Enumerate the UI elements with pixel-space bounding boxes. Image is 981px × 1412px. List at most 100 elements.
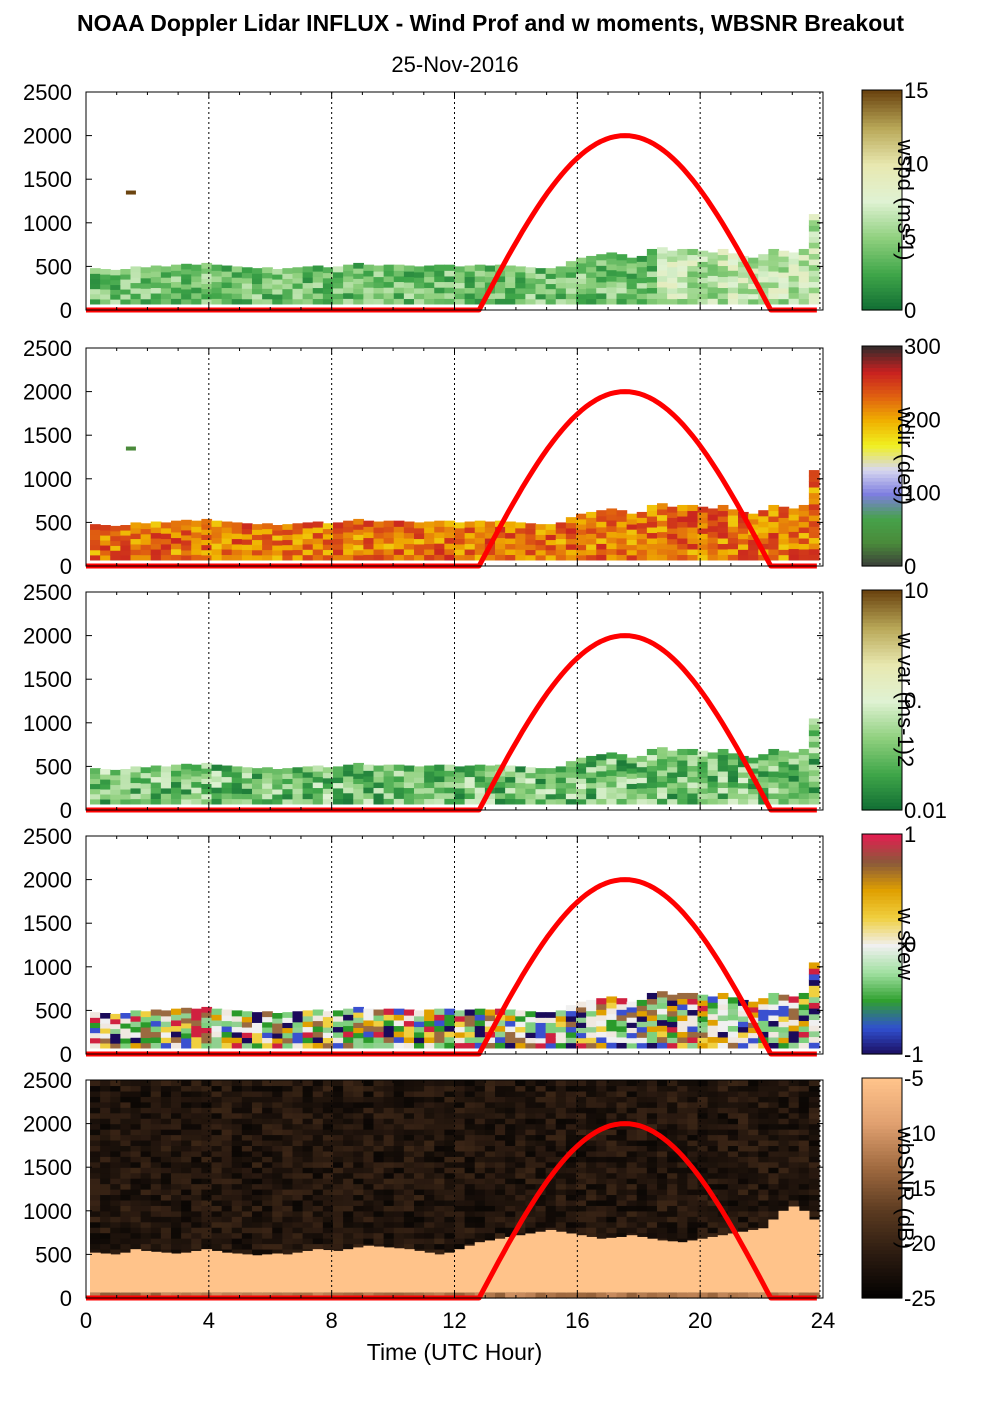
data-cell [211, 298, 223, 305]
data-cell [272, 273, 283, 280]
data-cell [383, 1019, 395, 1027]
colorbar-frame [861, 833, 903, 1055]
snr-cell [363, 1080, 375, 1087]
data-cell [565, 771, 577, 778]
data-cell [778, 533, 790, 540]
snr-cell [383, 1232, 395, 1239]
data-cell [707, 769, 719, 776]
data-cell [191, 787, 202, 794]
data-cell [808, 270, 820, 277]
data-cell [201, 278, 213, 285]
snr-cell [211, 1199, 223, 1206]
data-cell [727, 281, 739, 288]
snr-cell [576, 1090, 587, 1097]
snr-cell [343, 1112, 354, 1119]
data-cell [788, 542, 800, 550]
snr-cell [403, 1161, 415, 1168]
data-cell [727, 1036, 739, 1043]
snr-cell [484, 1107, 496, 1114]
snr-cell [110, 1107, 121, 1114]
data-cell [646, 526, 658, 534]
snr-cell [353, 1090, 364, 1097]
data-cell [90, 773, 101, 779]
data-cell [474, 287, 486, 294]
data-cell [525, 788, 537, 795]
data-cell [282, 783, 294, 790]
snr-cell [282, 1167, 294, 1174]
data-cell [626, 773, 638, 779]
data-cell [667, 1021, 678, 1028]
snr-cell [221, 1134, 233, 1141]
data-cell [241, 293, 253, 300]
data-cell [596, 998, 607, 1005]
data-cell [353, 1022, 364, 1029]
data-cell [808, 775, 820, 782]
snr-cell [393, 1090, 405, 1097]
y-tick-label: 2000 [23, 868, 72, 893]
data-cell [596, 759, 607, 766]
data-cell [444, 1031, 456, 1038]
snr-cell [272, 1134, 283, 1141]
data-cell [778, 261, 790, 268]
data-cell [687, 548, 699, 556]
data-cell [576, 523, 587, 530]
snr-cell [565, 1205, 577, 1212]
snr-cell [576, 1118, 587, 1125]
snr-cell [454, 1216, 466, 1223]
data-cell [211, 270, 223, 277]
data-cell [191, 1008, 202, 1015]
snr-cell [150, 1150, 162, 1157]
snr-cell [343, 1080, 354, 1087]
data-cell [687, 537, 699, 545]
snr-cell [221, 1085, 233, 1092]
snr-cell [130, 1156, 142, 1163]
data-cell [464, 532, 476, 539]
data-cell [758, 776, 769, 783]
data-cell [717, 515, 729, 523]
data-cell [252, 768, 263, 774]
snr-cell [414, 1101, 425, 1108]
data-cell [646, 1036, 658, 1044]
data-cell [252, 534, 263, 541]
data-cell [748, 518, 759, 525]
snr-cell [130, 1123, 142, 1130]
snr-cell [140, 1232, 152, 1239]
data-cell [738, 766, 749, 773]
data-cell [140, 1026, 152, 1033]
snr-cell [160, 1232, 172, 1239]
snr-cell [515, 1145, 526, 1152]
sun-elevation-curve [86, 133, 817, 313]
data-cell [515, 277, 526, 284]
snr-cell [474, 1134, 486, 1141]
data-cell [171, 531, 182, 539]
snr-cell [241, 1156, 253, 1163]
data-cell [241, 528, 253, 535]
data-cell [657, 1030, 668, 1038]
snr-cell [363, 1107, 375, 1114]
data-cell [120, 1017, 132, 1024]
snr-cell [403, 1232, 415, 1239]
snr-cell [312, 1090, 324, 1097]
data-cell [363, 264, 375, 271]
data-cell [363, 554, 375, 561]
snr-cell [252, 1210, 263, 1217]
data-cell [707, 537, 719, 544]
data-cell [545, 1032, 557, 1039]
data-cell [312, 798, 324, 805]
data-cell [231, 777, 243, 784]
colorbar-swatch [862, 870, 902, 875]
data-cell [130, 287, 142, 294]
data-cell [444, 554, 456, 561]
data-cell [211, 798, 223, 805]
data-cell [414, 1021, 425, 1028]
snr-cell [565, 1216, 577, 1223]
data-cell [626, 513, 638, 520]
data-cell [211, 1008, 223, 1015]
data-cell [788, 775, 800, 782]
data-cell [484, 271, 496, 278]
snr-cell [150, 1199, 162, 1206]
data-cell [677, 1003, 688, 1011]
snr-cell [211, 1205, 223, 1212]
data-cell [282, 534, 294, 541]
colorbar-label: wdir (deg) [893, 406, 918, 505]
